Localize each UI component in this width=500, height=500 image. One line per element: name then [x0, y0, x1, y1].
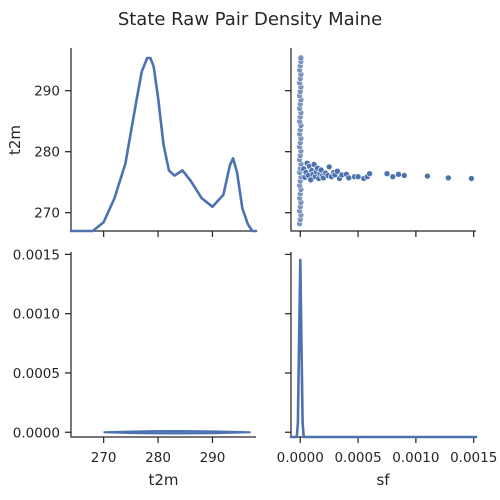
ytick-label-sf: 0.0015: [13, 247, 60, 263]
panel-sf-vs-t2m-kde2d: [70, 252, 256, 438]
scatter-point: [395, 171, 402, 178]
panel-sf-kde: [290, 252, 476, 438]
xtick-label-sf: 0.0015: [450, 450, 497, 466]
x-axis-label-sf: sf: [376, 471, 390, 489]
ytick-label-sf: 0.0005: [13, 366, 60, 382]
axis-ticks: 270 280 290 0.0000 0.0005 0.0010 0.0015 270 280 2…: [13, 84, 498, 466]
scatter-point: [333, 167, 341, 175]
scatter-point: [325, 163, 333, 171]
xtick-label-t2m: 290: [200, 450, 226, 466]
chart-title: State Raw Pair Density Maine: [118, 9, 382, 30]
xtick-label-sf: 0.0005: [334, 450, 381, 466]
scatter-point: [424, 172, 431, 180]
ytick-label-sf: 0.0000: [13, 425, 60, 441]
kde2d-contour: [103, 430, 251, 435]
panel-t2m-vs-sf-scatter: [290, 48, 476, 232]
scatter-point: [366, 170, 373, 177]
scatter-point: [383, 170, 391, 177]
ytick-label-sf: 0.0010: [13, 307, 60, 323]
chart-marks: [69, 54, 478, 439]
ytick-label-t2m: 290: [34, 84, 60, 100]
kde-line-t2m: [69, 56, 258, 233]
y-axis-label-t2m: t2m: [6, 125, 24, 155]
kde-line-sf: [289, 258, 478, 439]
xtick-label-sf: 0.0010: [392, 450, 439, 466]
xtick-label-t2m: 280: [145, 450, 171, 466]
scatter-point: [389, 173, 397, 180]
xtick-label-t2m: 270: [91, 450, 117, 466]
scatter-point: [444, 174, 452, 182]
scatter-point: [400, 172, 408, 179]
scatter-point: [468, 175, 475, 182]
x-axis-label-t2m: t2m: [148, 471, 178, 489]
ytick-label-t2m: 270: [34, 206, 60, 222]
scatter-point-zero: [297, 54, 305, 62]
scatter-point: [307, 176, 315, 184]
xtick-label-sf: 0.0000: [277, 450, 324, 466]
ytick-label-t2m: 280: [34, 145, 60, 161]
scatter-point: [354, 173, 362, 180]
scatter-point: [345, 174, 353, 182]
